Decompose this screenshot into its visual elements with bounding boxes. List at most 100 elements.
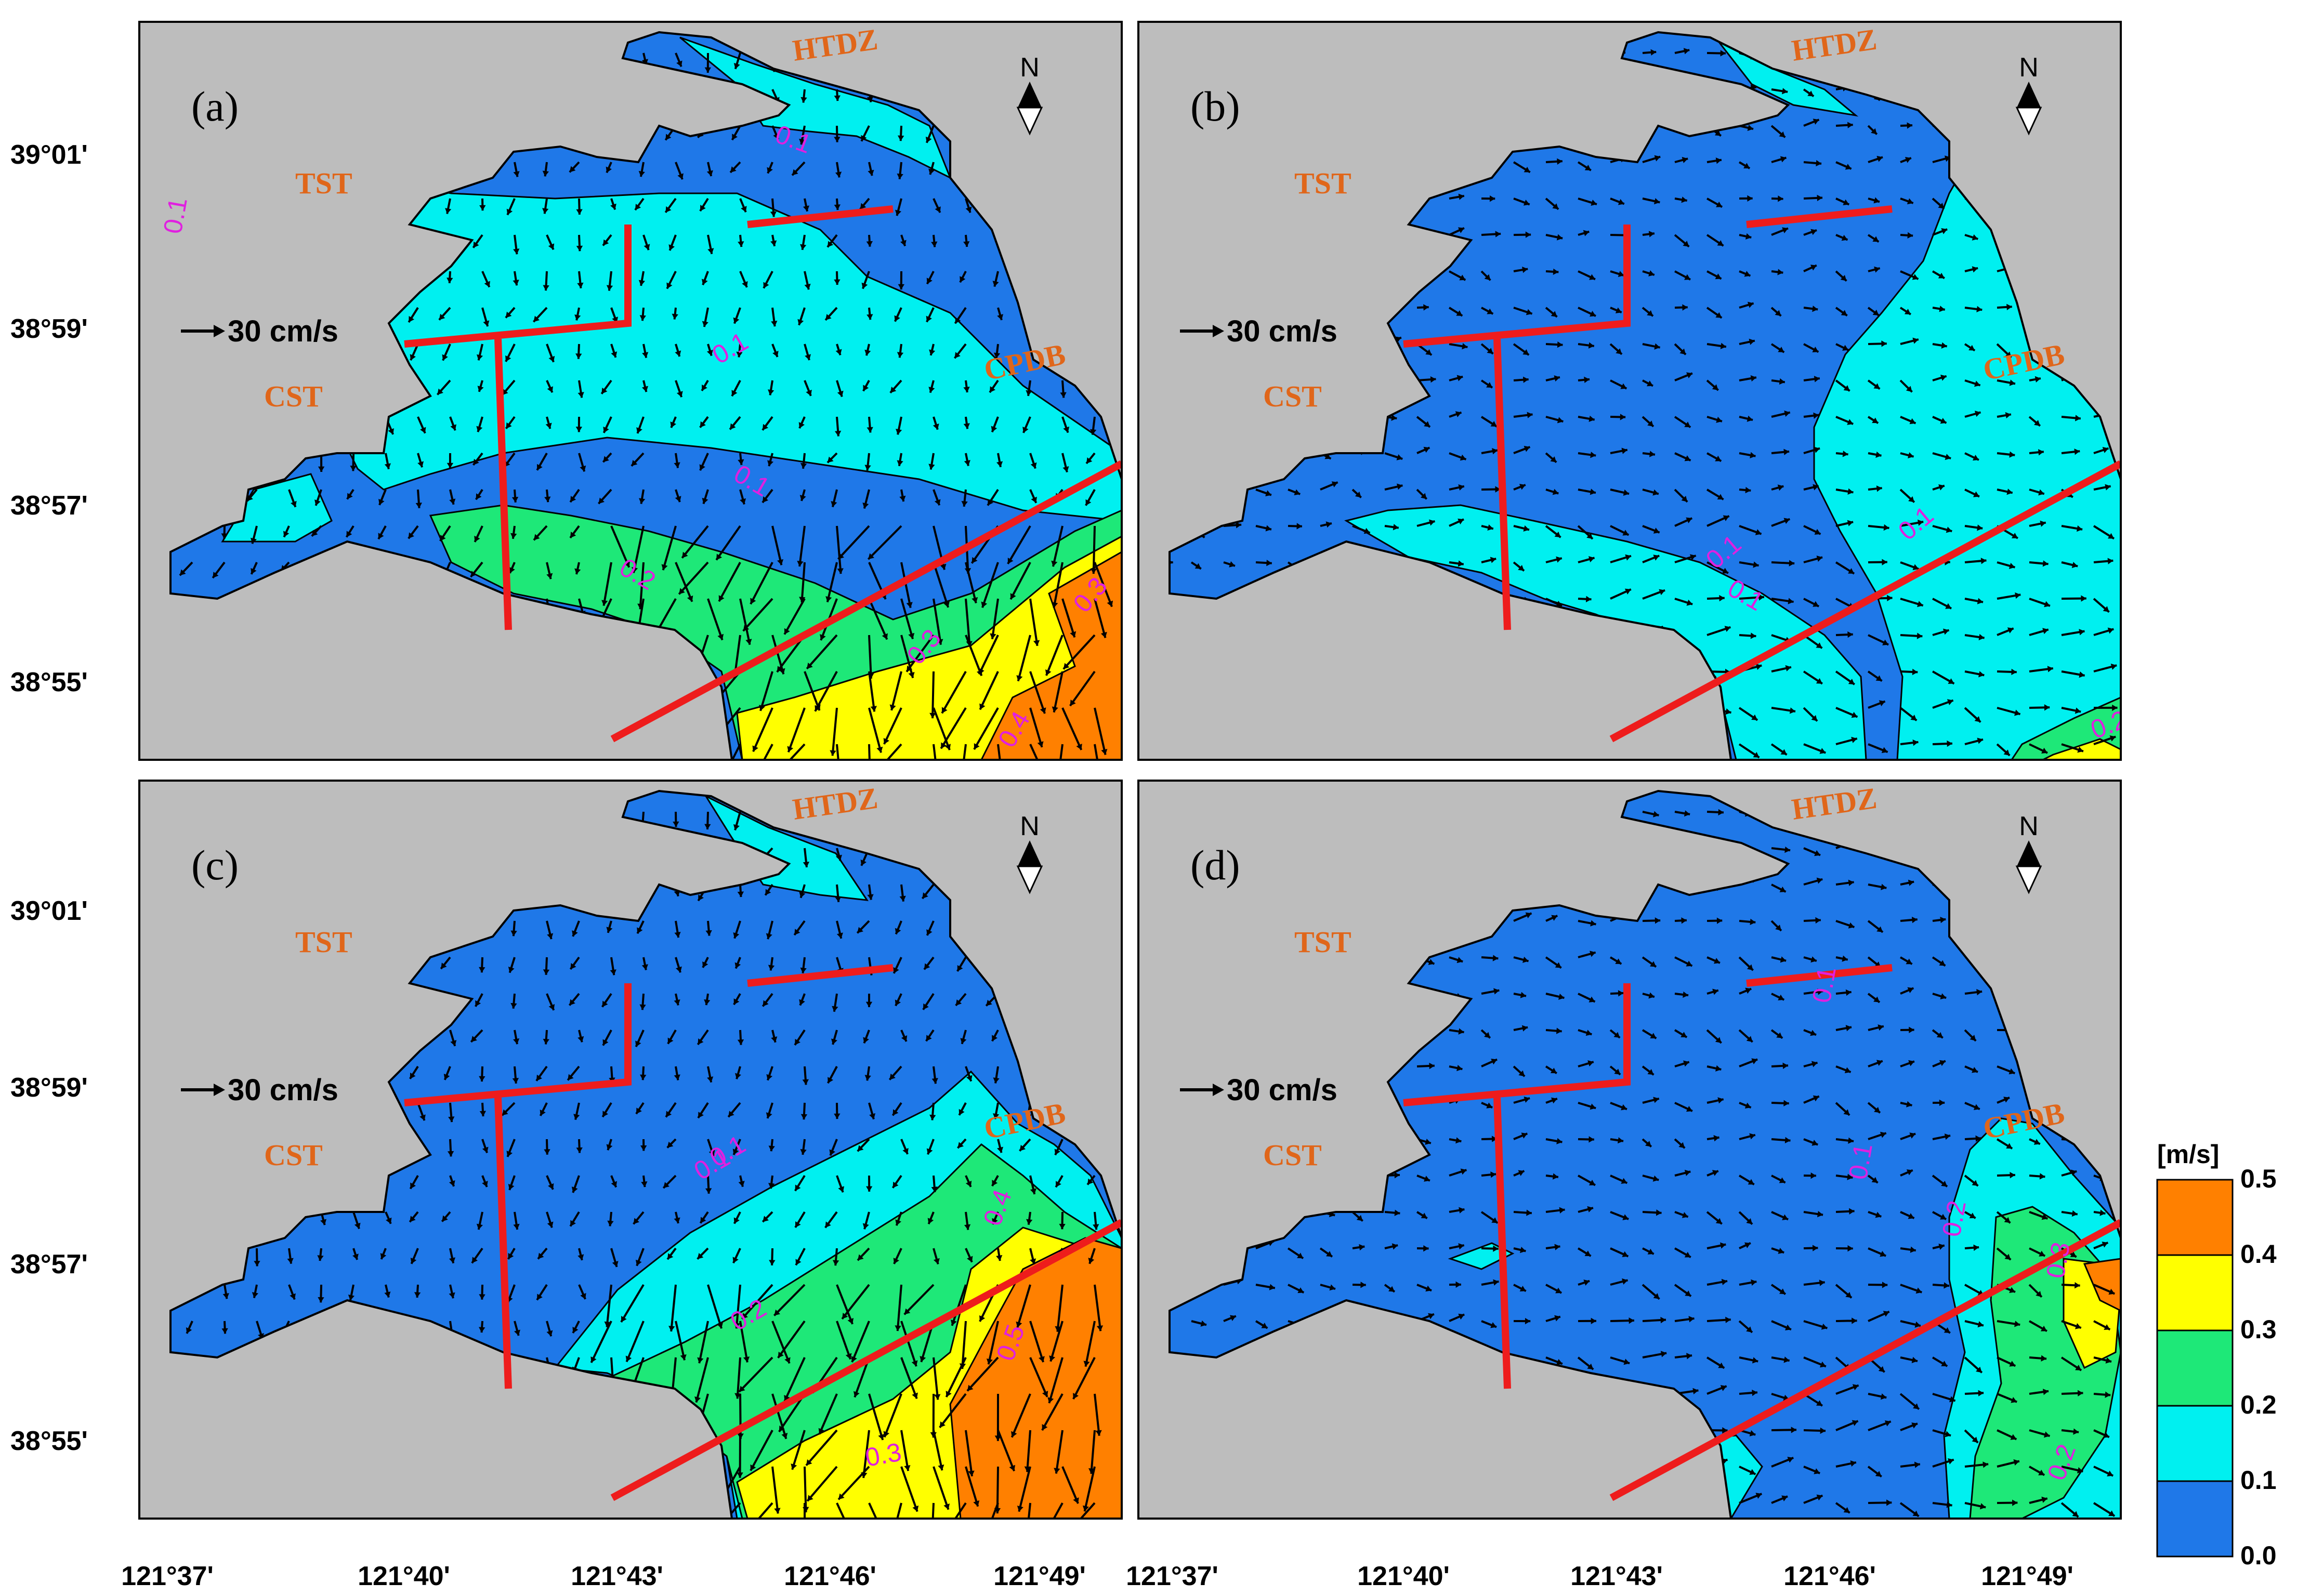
arrow-head <box>636 1107 642 1114</box>
arrow-head <box>791 1463 797 1470</box>
arrow-head <box>964 1224 971 1230</box>
arrow-head <box>348 1295 355 1301</box>
speed-region <box>2083 1258 2121 1312</box>
arrow-head <box>318 466 325 472</box>
arrow-head <box>1652 489 1659 496</box>
arrow-head <box>1265 490 1271 496</box>
arrow-head <box>1909 1132 1916 1139</box>
arrow-head <box>1613 1032 1620 1038</box>
arrow-head <box>667 1037 674 1044</box>
arrow-head <box>1713 1135 1720 1142</box>
arrow-head <box>992 1180 998 1186</box>
velocity-arrow <box>771 525 783 565</box>
arrow-head <box>577 1254 584 1260</box>
arrow-head <box>1817 988 1823 995</box>
velocity-arrow <box>773 1284 806 1316</box>
arrow-head <box>1523 525 1529 532</box>
arrow-head <box>895 928 901 934</box>
arrow-head <box>1458 193 1464 200</box>
arrow-head <box>904 1308 911 1315</box>
arrow-head <box>314 499 321 506</box>
arrow-head <box>1458 227 1464 233</box>
arrow-head <box>611 351 618 358</box>
arrow-head <box>1685 1290 1691 1297</box>
arrow-head <box>750 1464 756 1471</box>
arrow-head <box>1715 455 1722 461</box>
arrow-head <box>861 135 867 141</box>
arrow-head <box>835 854 842 861</box>
arrow-head <box>1424 1176 1430 1182</box>
arrow-head <box>1747 301 1754 308</box>
place-label-tst: TST <box>1294 925 1351 959</box>
velocity-arrow <box>939 1393 967 1429</box>
arrow-head <box>737 891 744 897</box>
arrow-head <box>479 205 486 211</box>
arrow-head <box>1518 1070 1525 1077</box>
arrow-head <box>847 1318 854 1324</box>
arrow-head <box>1714 130 1721 136</box>
arrow-head <box>961 500 968 507</box>
panel-frame <box>1137 780 2122 1520</box>
arrow-head <box>1051 560 1058 567</box>
arrow-head <box>1876 1060 1883 1066</box>
arrow-head <box>410 1182 416 1189</box>
arrow-head <box>772 351 779 357</box>
arrow-head <box>795 1221 801 1228</box>
arrow-head <box>1973 1244 1979 1251</box>
x-tick-left-5: 121°49' <box>993 1561 1086 1591</box>
arrow-head <box>1030 1258 1036 1264</box>
arrow-head <box>1025 1113 1032 1120</box>
arrow-head <box>1054 1468 1060 1474</box>
arrow-head <box>673 821 679 827</box>
arrow-head <box>2099 1209 2106 1216</box>
arrow-head <box>1520 992 1526 998</box>
arrow-head <box>384 463 391 469</box>
arrow-head <box>1782 227 1788 233</box>
velocity-arrow <box>1090 1430 1096 1474</box>
arrow-head <box>988 499 993 506</box>
velocity-arrow <box>1094 1284 1102 1331</box>
velocity-arrow <box>997 744 1001 760</box>
arrow-head <box>547 386 553 393</box>
arrow-head <box>573 1114 580 1120</box>
velocity-arrow <box>886 743 902 760</box>
arrow-head <box>1977 1321 1984 1328</box>
velocity-arrow <box>1079 1502 1096 1519</box>
arrow-head <box>1910 1246 1916 1253</box>
arrow-head <box>2014 709 2020 716</box>
section-boundary <box>1746 205 1893 228</box>
velocity-arrow <box>1072 1357 1096 1400</box>
arrow-head <box>1524 445 1530 452</box>
arrow-head <box>2074 449 2080 455</box>
arrow-head <box>252 1292 258 1298</box>
colorbar-swatch <box>2156 1405 2234 1482</box>
arrow-head <box>548 1004 555 1010</box>
arrow-head <box>1684 810 1690 817</box>
arrow-head <box>570 496 576 503</box>
arrow-head <box>2077 1467 2083 1474</box>
arrow-head <box>926 315 932 322</box>
arrow-head <box>1484 1032 1490 1038</box>
arrow-head <box>1745 233 1752 240</box>
arrow-head <box>1456 375 1463 381</box>
velocity-arrow <box>800 562 806 603</box>
arrow-head <box>1650 961 1657 967</box>
arrow-head <box>700 421 706 428</box>
velocity-arrow <box>725 1502 741 1519</box>
arrow-head <box>738 459 744 465</box>
arrow-head <box>449 1292 455 1299</box>
x-tick-right-3: 121°43' <box>1570 1561 1663 1591</box>
arrow-head <box>1848 568 1855 574</box>
arrow-head <box>1811 715 1818 721</box>
arrow-head <box>1750 452 1756 458</box>
arrow-head <box>698 1038 704 1045</box>
arrow-head <box>1556 556 1562 563</box>
arrow-head <box>1725 708 1731 715</box>
arrow-head <box>946 1391 952 1397</box>
arrow-head <box>676 60 682 67</box>
velocity-arrow <box>1084 1321 1096 1367</box>
arrow-head <box>889 1073 896 1080</box>
velocity-arrow <box>883 1393 902 1438</box>
arrow-head <box>733 1217 740 1224</box>
arrow-head <box>612 1261 619 1267</box>
